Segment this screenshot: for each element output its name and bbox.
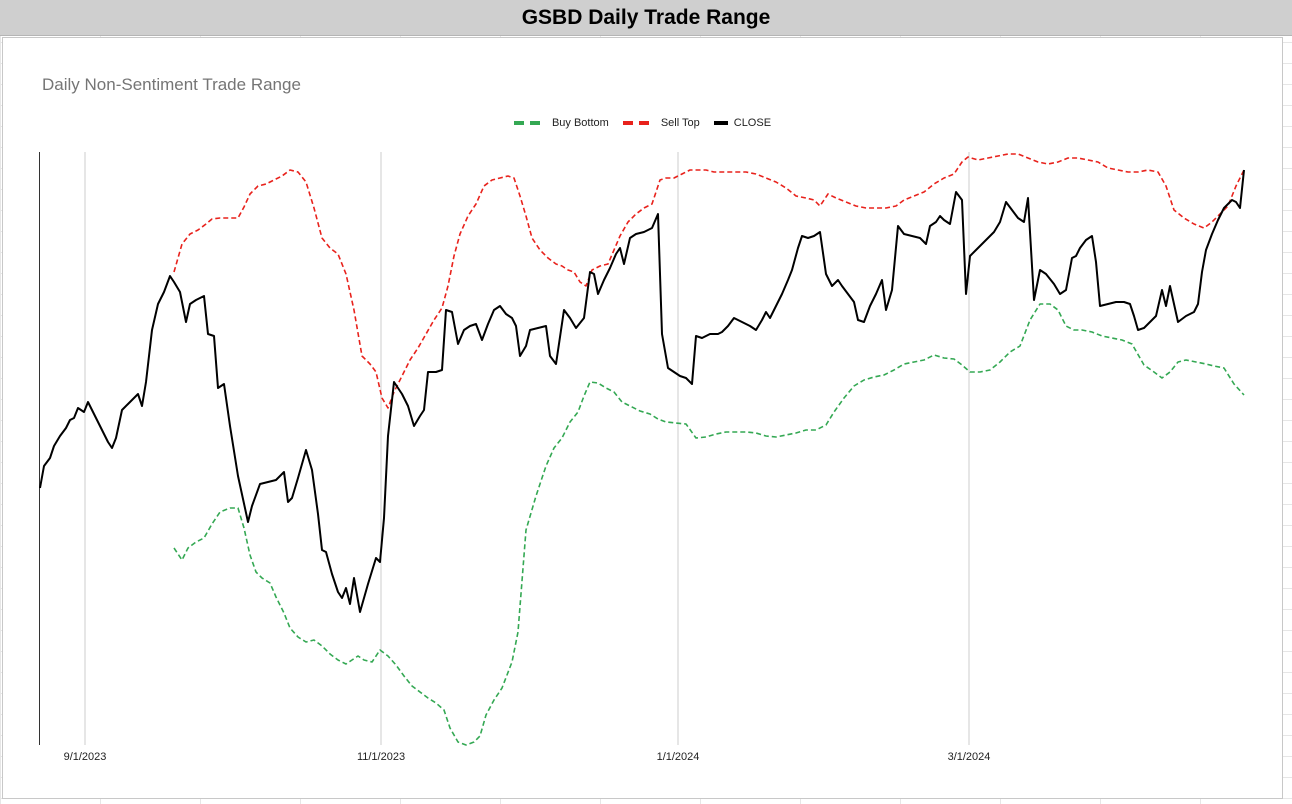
- series-line-sell-top: [173, 153, 1245, 409]
- series-line-buy-bottom: [173, 303, 1245, 746]
- legend-swatch-sell-top: [622, 121, 655, 125]
- x-tick-label: 11/1/2023: [357, 751, 405, 763]
- sheet-title: GSBD Daily Trade Range: [521, 5, 771, 29]
- legend-label-buy-bottom: Buy Bottom: [551, 117, 609, 129]
- x-tick-label: 1/1/2024: [657, 751, 700, 763]
- legend-item-buy-bottom: Buy Bottom: [513, 117, 609, 129]
- chart-container[interactable]: Daily Non-Sentiment Trade Range Buy Bott…: [2, 37, 1283, 799]
- x-axis-ticks: 9/1/2023 11/1/2023 1/1/2024 3/1/2024: [64, 751, 991, 763]
- sheet-title-bar: GSBD Daily Trade Range: [0, 0, 1292, 36]
- chart-title: Daily Non-Sentiment Trade Range: [42, 75, 301, 94]
- legend-item-sell-top: Sell Top: [622, 117, 700, 129]
- vertical-gridlines: [84, 152, 970, 745]
- legend-swatch-buy-bottom: [513, 121, 546, 125]
- legend-item-close: CLOSE: [713, 117, 772, 129]
- chart-legend: Buy Bottom Sell Top CLOSE: [3, 117, 1282, 129]
- series-layer: [39, 153, 1245, 746]
- legend-swatch-close: [713, 121, 728, 125]
- legend-label-sell-top: Sell Top: [660, 117, 700, 129]
- x-tick-label: 9/1/2023: [64, 751, 107, 763]
- x-tick-label: 3/1/2024: [948, 751, 991, 763]
- series-line-close: [39, 169, 1245, 613]
- legend-label-close: CLOSE: [733, 117, 772, 129]
